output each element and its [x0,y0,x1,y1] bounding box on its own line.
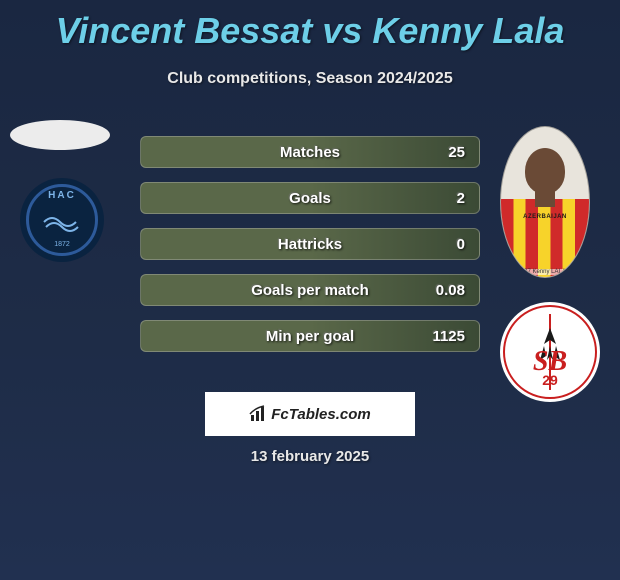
club-left-year: 1872 [54,241,70,248]
stats-list: Matches 25 Goals 2 Hattricks 0 Goals per… [140,136,480,352]
stat-label: Hattricks [278,236,342,253]
club-left-wave-icon [42,212,82,232]
chart-icon [249,405,267,423]
player-left-photo [10,120,110,150]
club-logo-left: HAC 1872 [20,178,104,262]
stat-value-right: 25 [448,144,465,161]
watermark-text: FcTables.com [271,406,370,423]
date-text: 13 february 2025 [251,448,369,465]
stat-value-right: 0.08 [436,282,465,299]
photo-caption: 27 Kenny LALA [522,269,568,275]
page-title: Vincent Bessat vs Kenny Lala [0,0,620,52]
subtitle: Club competitions, Season 2024/2025 [0,70,620,88]
stat-value-right: 0 [457,236,465,253]
club-left-abbr: HAC [48,190,76,201]
stat-value-right: 2 [457,190,465,207]
player-right-photo: AZERBAIJAN 27 Kenny LALA [500,126,590,278]
stat-row: Hattricks 0 [140,228,480,260]
stat-row: Goals 2 [140,182,480,214]
stat-row: Matches 25 [140,136,480,168]
club-right-number: 29 [542,372,558,388]
stat-label: Goals [289,190,331,207]
stat-value-right: 1125 [432,328,465,345]
stat-label: Matches [280,144,340,161]
club-logo-right: SB 29 [500,302,600,402]
watermark: FcTables.com [205,392,415,436]
stat-row: Min per goal 1125 [140,320,480,352]
stat-row: Goals per match 0.08 [140,274,480,306]
stat-label: Goals per match [251,282,369,299]
jersey-sponsor: AZERBAIJAN [523,214,567,220]
stat-label: Min per goal [266,328,354,345]
